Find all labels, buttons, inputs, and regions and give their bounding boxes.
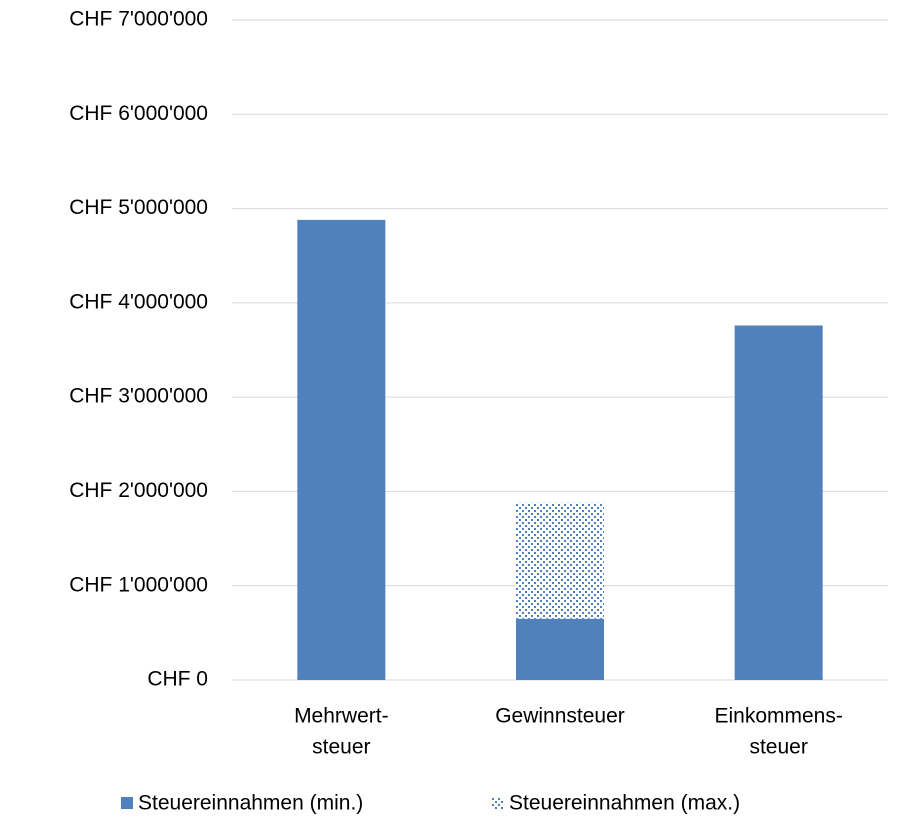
legend-swatch: [492, 797, 504, 809]
y-tick-label: CHF 7'000'000: [69, 8, 208, 31]
y-tick-label: CHF 2'000'000: [69, 479, 208, 502]
x-tick-label: Einkommens-: [714, 705, 842, 728]
y-tick-label: CHF 3'000'000: [69, 385, 208, 408]
legend-swatch: [121, 797, 133, 809]
y-tick-label: CHF 6'000'000: [69, 102, 208, 125]
y-tick-label: CHF 5'000'000: [69, 196, 208, 219]
legend-label: Steuereinnahmen (max.): [509, 792, 740, 815]
x-tick-label: steuer: [312, 736, 370, 759]
y-tick-label: CHF 4'000'000: [69, 290, 208, 313]
x-tick-label: Gewinnsteuer: [495, 705, 625, 728]
x-tick-label: steuer: [749, 736, 807, 759]
bar: [734, 325, 823, 680]
legend-label: Steuereinnahmen (min.): [138, 792, 363, 815]
x-tick-label: Mehrwert-: [294, 705, 389, 728]
bar: [516, 502, 604, 619]
bar: [516, 618, 604, 680]
y-tick-label: CHF 1'000'000: [69, 573, 208, 596]
bar: [297, 219, 386, 680]
y-tick-label: CHF 0: [147, 668, 208, 691]
